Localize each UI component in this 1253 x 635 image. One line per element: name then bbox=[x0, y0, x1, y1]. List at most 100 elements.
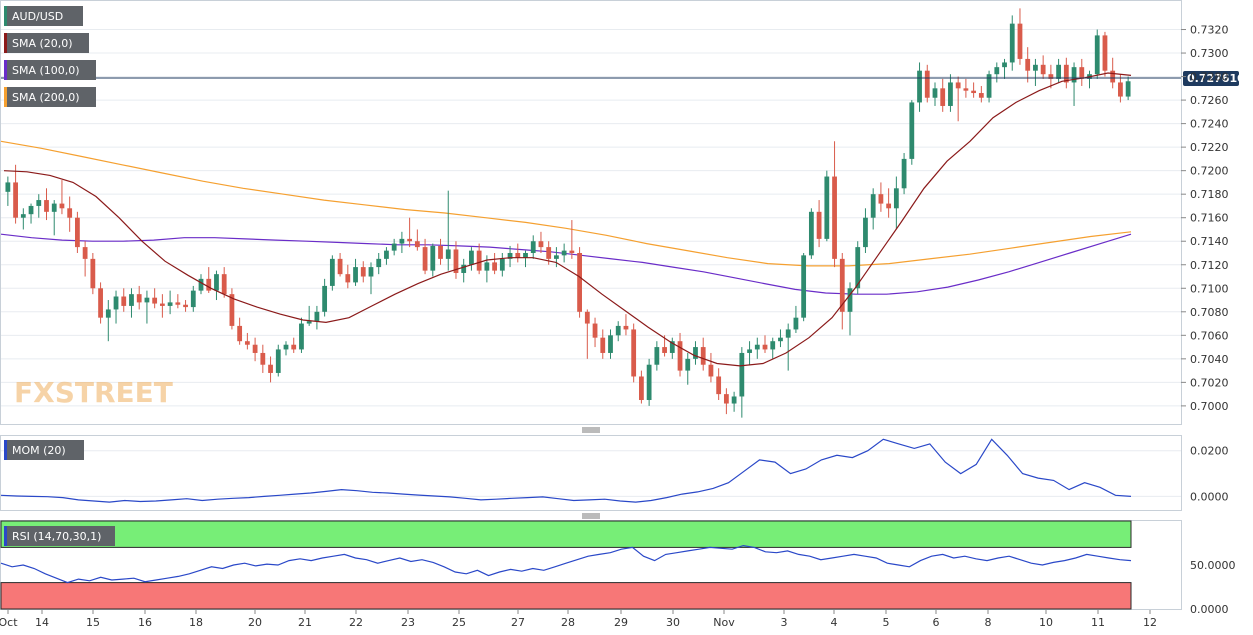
legend-sma100[interactable]: SMA (100,0) bbox=[4, 60, 96, 80]
candle bbox=[515, 243, 521, 263]
candle bbox=[1125, 76, 1131, 101]
candle bbox=[615, 321, 621, 342]
candle bbox=[190, 285, 196, 312]
x-tick-label: 12 bbox=[1143, 616, 1157, 629]
candle bbox=[422, 238, 428, 275]
legend-sma20[interactable]: SMA (20,0) bbox=[4, 33, 89, 53]
legend-mom[interactable]: MOM (20) bbox=[4, 440, 84, 460]
candle bbox=[260, 344, 266, 373]
x-tick-label: 14 bbox=[35, 616, 49, 629]
candle bbox=[569, 220, 575, 259]
candle bbox=[221, 267, 227, 298]
legend-sma100-label: SMA (100,0) bbox=[12, 64, 80, 77]
candle bbox=[554, 247, 559, 268]
candle bbox=[322, 278, 328, 317]
candle bbox=[731, 391, 737, 412]
candle bbox=[878, 182, 884, 212]
candle bbox=[1071, 62, 1077, 106]
sma200-line bbox=[0, 140, 1132, 267]
candlestick-series bbox=[5, 8, 1131, 418]
x-tick-label: 11 bbox=[1091, 616, 1105, 629]
candle bbox=[808, 208, 814, 259]
splitter-handle-1[interactable] bbox=[582, 427, 600, 433]
rsi-line bbox=[0, 544, 1132, 584]
candle bbox=[175, 294, 181, 309]
candle bbox=[523, 250, 528, 268]
candle bbox=[144, 290, 150, 324]
y-tick-label: 0.0200 bbox=[1190, 445, 1229, 458]
candle bbox=[499, 252, 505, 277]
x-tick-label: 27 bbox=[511, 616, 525, 629]
candle bbox=[82, 241, 88, 277]
candle bbox=[136, 285, 142, 310]
candle bbox=[159, 294, 165, 318]
candle bbox=[1056, 58, 1061, 83]
candle bbox=[700, 337, 706, 371]
candle bbox=[971, 82, 977, 98]
candle bbox=[801, 252, 807, 322]
candle bbox=[538, 231, 544, 253]
candle bbox=[816, 200, 822, 248]
x-tick-label: 20 bbox=[248, 616, 262, 629]
candle bbox=[5, 176, 11, 206]
main-panel bbox=[0, 0, 1182, 425]
candle bbox=[592, 317, 598, 348]
y-tick-label: 0.7040 bbox=[1190, 353, 1229, 366]
candle bbox=[329, 255, 335, 291]
candle bbox=[839, 252, 845, 330]
candle bbox=[639, 370, 644, 404]
candle bbox=[252, 337, 258, 362]
candle bbox=[793, 305, 799, 333]
candle bbox=[414, 229, 420, 251]
candle bbox=[306, 305, 312, 326]
candle bbox=[167, 290, 173, 315]
y-tick-label: 0.7060 bbox=[1190, 329, 1229, 342]
x-tick-label: 5 bbox=[883, 616, 890, 629]
legend-sma20-label: SMA (20,0) bbox=[12, 37, 73, 50]
x-axis: Oct 14 15 16 18 20 21 22 23 25 27 28 29 30 Nov 3 4 5 6 8 10 1… bbox=[0, 610, 1157, 629]
rsi-oversold-zone bbox=[0, 582, 1132, 610]
y-tick-label: 0.7080 bbox=[1190, 306, 1229, 319]
y-tick-label: 0.7220 bbox=[1190, 141, 1229, 154]
candle bbox=[229, 288, 235, 330]
x-tick-label: 30 bbox=[666, 616, 680, 629]
candle bbox=[994, 62, 1000, 83]
legend-sma200[interactable]: SMA (200,0) bbox=[4, 87, 96, 107]
splitter-handle-2[interactable] bbox=[582, 513, 600, 519]
y-tick-label: 0.7240 bbox=[1190, 118, 1229, 131]
y-tick-label: 0.7300 bbox=[1190, 47, 1229, 60]
candle bbox=[909, 100, 915, 165]
y-tick-label: 0.7140 bbox=[1190, 235, 1229, 248]
candle bbox=[152, 288, 158, 309]
legend-pair[interactable]: AUD/USD bbox=[4, 6, 83, 26]
y-tick-label: 0.7260 bbox=[1190, 94, 1229, 107]
main-y-axis: 0.7320 0.7300 0.7280 0.7260 0.7240 0.7220 0.72… bbox=[1181, 24, 1229, 413]
x-tick-label: 28 bbox=[561, 616, 575, 629]
candle bbox=[67, 196, 73, 232]
y-tick-label: 50.0000 bbox=[1190, 559, 1236, 572]
mom-line bbox=[0, 438, 1132, 503]
candle bbox=[863, 208, 868, 253]
candle bbox=[886, 188, 892, 218]
x-tick-label: 16 bbox=[138, 616, 152, 629]
candle bbox=[917, 62, 922, 112]
legend-rsi[interactable]: RSI (14,70,30,1) bbox=[4, 526, 115, 546]
candle bbox=[13, 164, 18, 224]
candle bbox=[476, 243, 482, 275]
mom-y-axis: 0.0200 0.0000 bbox=[1190, 445, 1229, 504]
x-tick-label: 25 bbox=[452, 616, 466, 629]
y-tick-label: 0.0000 bbox=[1190, 603, 1229, 616]
candle bbox=[51, 200, 57, 236]
candle bbox=[445, 190, 451, 271]
x-tick-label: 10 bbox=[1039, 616, 1053, 629]
candle bbox=[291, 337, 297, 353]
candle bbox=[623, 314, 629, 336]
candle bbox=[600, 329, 606, 359]
candle bbox=[183, 300, 188, 312]
sma20-line bbox=[3, 72, 1132, 367]
fxstreet-logo: FXSTREET bbox=[14, 376, 173, 409]
candle bbox=[963, 78, 969, 98]
candle bbox=[530, 235, 536, 259]
sma20-path bbox=[3, 72, 1132, 367]
candle bbox=[893, 176, 899, 230]
